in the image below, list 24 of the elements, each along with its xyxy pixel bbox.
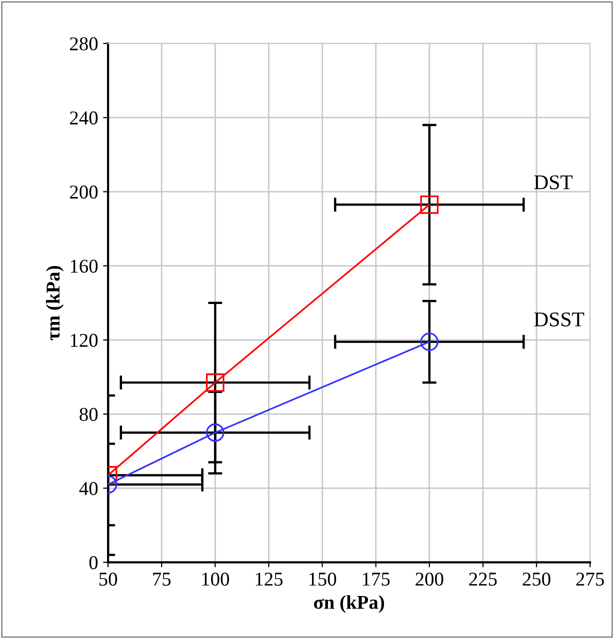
y-tick-label: 240 xyxy=(70,111,98,125)
x-tick-label: 75 xyxy=(153,572,171,586)
x-tick-label: 125 xyxy=(256,572,283,586)
x-tick-label: 275 xyxy=(576,572,604,586)
y-tick-label: 40 xyxy=(79,482,98,496)
y-tick-label: 280 xyxy=(70,37,98,50)
y-axis-title: τm (kPa) xyxy=(46,266,64,340)
text: DST xyxy=(534,175,573,190)
y-tick-label: 200 xyxy=(70,186,98,199)
point xyxy=(420,196,439,214)
x-tick-label: 225 xyxy=(469,572,497,586)
x-tick-label: 50 xyxy=(99,572,118,586)
y-tick-label: 0 xyxy=(89,556,98,570)
x-tick-label: 150 xyxy=(309,572,336,586)
x-tick-label: 100 xyxy=(202,572,230,586)
y-tick-label: 160 xyxy=(70,260,98,273)
y-tick-label: 120 xyxy=(70,334,98,347)
y-tick-label: 80 xyxy=(80,408,98,422)
x-tick-label: 200 xyxy=(416,572,444,586)
point xyxy=(420,332,439,351)
x-tick-label: 250 xyxy=(522,572,550,586)
text: DSST xyxy=(534,312,584,326)
x-tick-label: 175 xyxy=(362,572,390,586)
x-axis-title: σn (kPa) xyxy=(314,595,384,613)
